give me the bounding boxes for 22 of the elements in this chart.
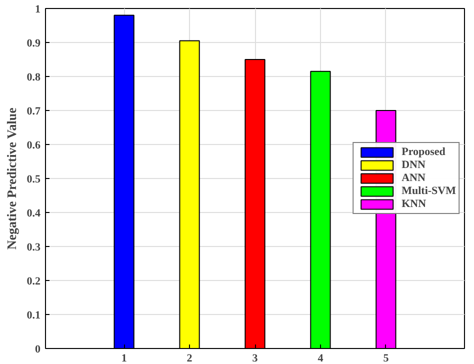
y-tick-label: 0.4: [26, 208, 41, 220]
y-tick-label: 1: [35, 4, 40, 16]
y-axis-title: Negative Predictive Value: [4, 107, 19, 250]
y-tick-label: 0: [35, 344, 41, 356]
y-tick-label: 0.1: [26, 310, 40, 322]
x-tick-label: 4: [318, 352, 324, 364]
x-tick-label: 2: [186, 352, 193, 364]
legend-label: KNN: [402, 198, 426, 210]
x-tick-label: 1: [121, 352, 127, 364]
y-tick-label: 0.2: [26, 276, 41, 288]
y-tick-label: 0.5: [26, 174, 41, 186]
y-tick-label: 0.7: [26, 106, 41, 118]
legend-label: ANN: [402, 172, 426, 184]
y-tick-label: 0.8: [26, 72, 41, 84]
y-tick-label: 0.3: [26, 242, 41, 254]
legend-label: Proposed: [402, 146, 446, 158]
legend-label: Multi-SVM: [402, 185, 456, 197]
x-tick-label: 5: [383, 352, 390, 364]
y-tick-label: 0.9: [26, 38, 41, 50]
y-tick-label: 0.6: [26, 140, 41, 152]
legend-label: DNN: [402, 159, 426, 171]
x-tick-label: 3: [252, 352, 258, 364]
